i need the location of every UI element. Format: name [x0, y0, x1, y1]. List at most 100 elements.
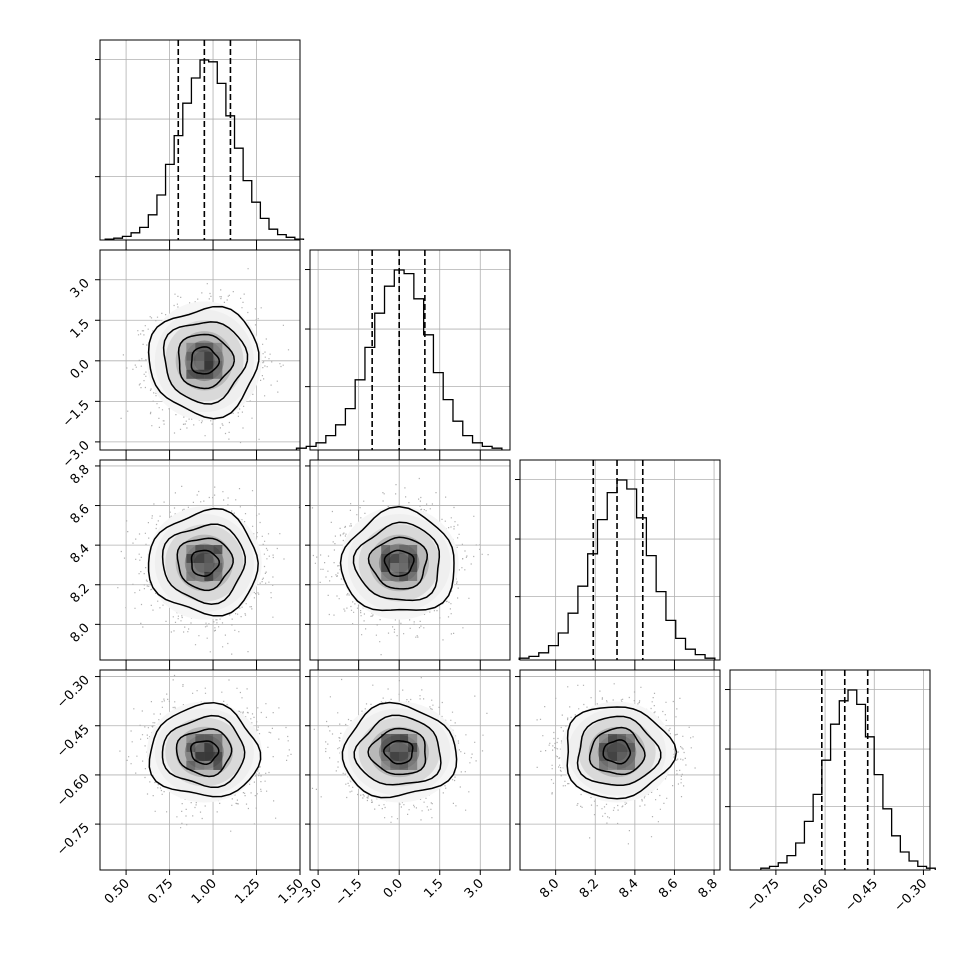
contour-line: [566, 706, 678, 800]
contour-line: [588, 726, 646, 776]
contour-line: [352, 521, 441, 602]
x-tick-label: −0.75: [744, 876, 783, 915]
density-block: [204, 360, 214, 370]
panel-frame: [99, 249, 301, 451]
contour-line: [576, 715, 662, 786]
x-tick-label: 3.0: [462, 876, 487, 901]
density-block: [599, 742, 609, 752]
contour-line: [190, 346, 221, 375]
density-block: [390, 544, 400, 554]
x-tick-label: 1.00: [189, 876, 220, 907]
density-block: [381, 751, 391, 761]
contour-line: [383, 549, 415, 577]
contour-line: [147, 507, 259, 617]
density-block: [195, 751, 205, 761]
density-block: [381, 544, 391, 554]
panel-frame: [309, 669, 511, 871]
x-tick-label: −0.30: [891, 876, 930, 915]
density-block: [195, 553, 205, 563]
density-block: [195, 351, 205, 361]
hist-panel-2: [515, 459, 721, 665]
histogram-step: [760, 689, 936, 870]
contour-line: [190, 549, 221, 577]
contour-line: [190, 740, 220, 765]
density-block: [399, 544, 409, 554]
density-block: [186, 351, 196, 361]
x-tick-label: 8.8: [696, 876, 721, 901]
density-block: [390, 751, 400, 761]
density-block: [626, 760, 636, 770]
density-block: [381, 571, 391, 581]
x-tick-label: 0.50: [102, 876, 133, 907]
density-block: [390, 742, 400, 752]
scatter-panel-3-1: [305, 665, 511, 875]
contour-line: [177, 333, 236, 390]
histogram-step: [518, 479, 716, 660]
density-block: [195, 760, 205, 770]
scatter-panel-2-0: [95, 455, 301, 665]
density-block: [608, 760, 618, 770]
x-tick-label: −1.5: [333, 876, 366, 909]
density-block: [399, 760, 409, 770]
density-block: [195, 571, 205, 581]
density-block: [408, 553, 418, 563]
contour-line: [148, 701, 262, 798]
density-block: [408, 562, 418, 572]
y-tick-label: 8.0: [68, 621, 93, 646]
contour-line: [162, 321, 249, 405]
contour-line: [176, 537, 234, 592]
density-block: [204, 553, 214, 563]
density-block: [204, 733, 214, 743]
contour-line: [341, 701, 458, 799]
x-tick-label: −0.60: [793, 876, 832, 915]
scatter-panel-2-1: [305, 455, 511, 665]
density-block: [213, 733, 223, 743]
x-tick-label: 0.75: [145, 876, 176, 907]
panel-frame: [99, 39, 301, 241]
density-block: [608, 742, 618, 752]
density-block: [186, 751, 196, 761]
x-tick-label: 1.5: [421, 876, 446, 901]
y-tick-label: −0.75: [54, 820, 93, 859]
density-block: [213, 571, 223, 581]
y-tick-label: −0.30: [54, 673, 93, 712]
density-block: [390, 733, 400, 743]
y-tick-label: 8.2: [68, 581, 93, 606]
y-tick-label: 3.0: [68, 276, 93, 301]
contour-line: [161, 714, 246, 789]
density-block: [213, 342, 223, 352]
density-block: [213, 544, 223, 554]
density-block: [599, 733, 609, 743]
density-block: [186, 544, 196, 554]
contour-line: [339, 505, 455, 612]
hist-panel-1: [295, 249, 511, 455]
contour-line: [175, 728, 233, 778]
density-block: [408, 760, 418, 770]
density-block: [399, 571, 409, 581]
density-block: [399, 553, 409, 563]
y-tick-label: 0.0: [68, 357, 93, 382]
density-block: [626, 742, 636, 752]
panel-frame: [519, 669, 721, 871]
density-block: [399, 733, 409, 743]
panel-frame: [729, 669, 931, 871]
contour-line: [383, 740, 414, 765]
density-block: [408, 733, 418, 743]
y-tick-label: 1.5: [68, 316, 93, 341]
contour-line: [353, 714, 442, 786]
density-block: [599, 760, 609, 770]
density-block: [195, 562, 205, 572]
density-block: [390, 562, 400, 572]
density-block: [390, 760, 400, 770]
density-block: [626, 733, 636, 743]
density-block: [381, 562, 391, 572]
hist-panel-3: [725, 669, 936, 875]
density-block: [213, 760, 223, 770]
x-tick-label: 8.6: [656, 876, 681, 901]
density-block: [408, 571, 418, 581]
contour-line: [147, 305, 260, 420]
contour-line: [161, 523, 246, 606]
density-block: [195, 742, 205, 752]
density-block: [195, 360, 205, 370]
